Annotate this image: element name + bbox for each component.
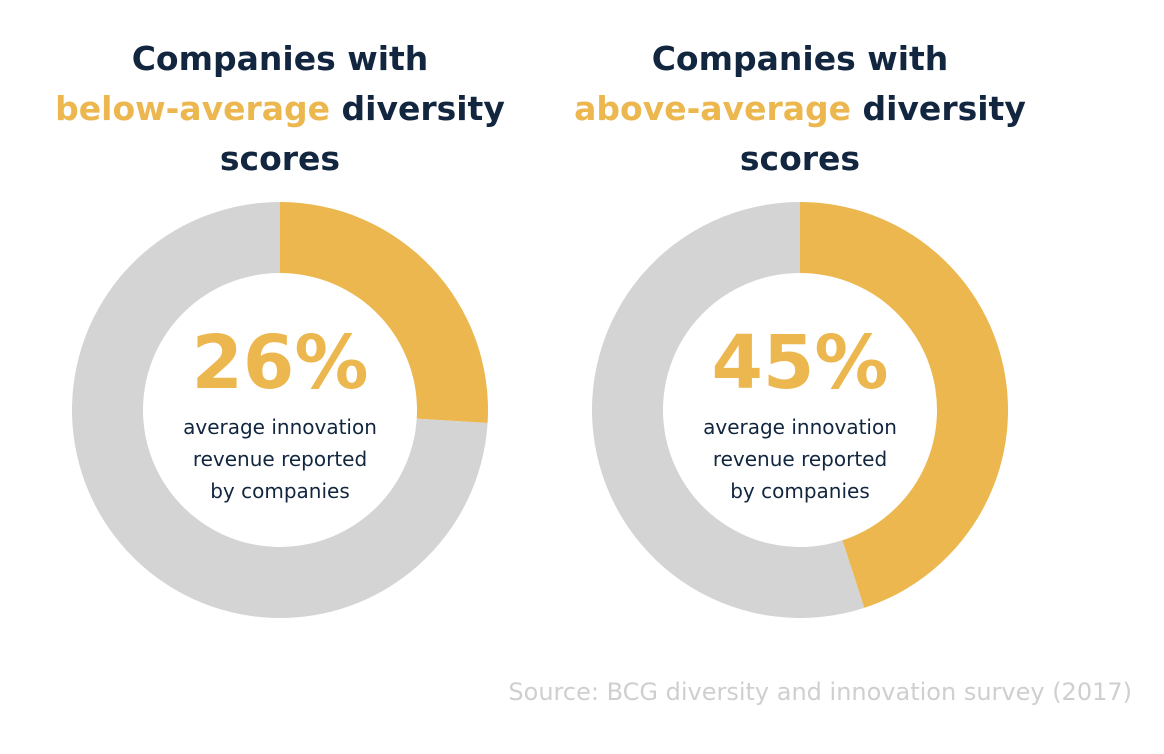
donut-slice-other-revenue [592,202,865,618]
chart-title: Companies with above-average diversity s… [520,34,1080,184]
title-line3: scores [739,139,861,178]
donut-slice-innovation-revenue [280,202,489,424]
title-highlight: above-average [574,89,851,128]
title-rest: diversity [851,89,1026,128]
title-line3: scores [219,139,341,178]
source-caption: Source: BCG diversity and innovation sur… [508,678,1132,706]
chart-panel-below-average: Companies with below-average diversity s… [0,0,560,640]
description-line: revenue reported [712,447,888,471]
donut-value-label: 26% [191,320,369,406]
description-line: by companies [210,479,350,503]
donut-chart [72,202,489,618]
donut-description: average innovation revenue reported by c… [0,411,560,507]
title-line1: Companies with [651,39,949,78]
donut-chart [592,202,1008,618]
donut-slice-other-revenue [72,202,488,618]
chart-title: Companies with below-average diversity s… [0,34,560,184]
chart-panel-above-average: Companies with above-average diversity s… [520,0,1080,640]
donut-description: average innovation revenue reported by c… [520,411,1080,507]
description-line: revenue reported [192,447,368,471]
title-rest: diversity [330,89,505,128]
donut-slice-innovation-revenue [800,202,1008,608]
title-highlight: below-average [55,89,331,128]
description-line: average innovation [703,415,897,439]
description-line: by companies [730,479,870,503]
title-line1: Companies with [131,39,429,78]
donut-value-label: 45% [711,320,889,406]
description-line: average innovation [183,415,377,439]
